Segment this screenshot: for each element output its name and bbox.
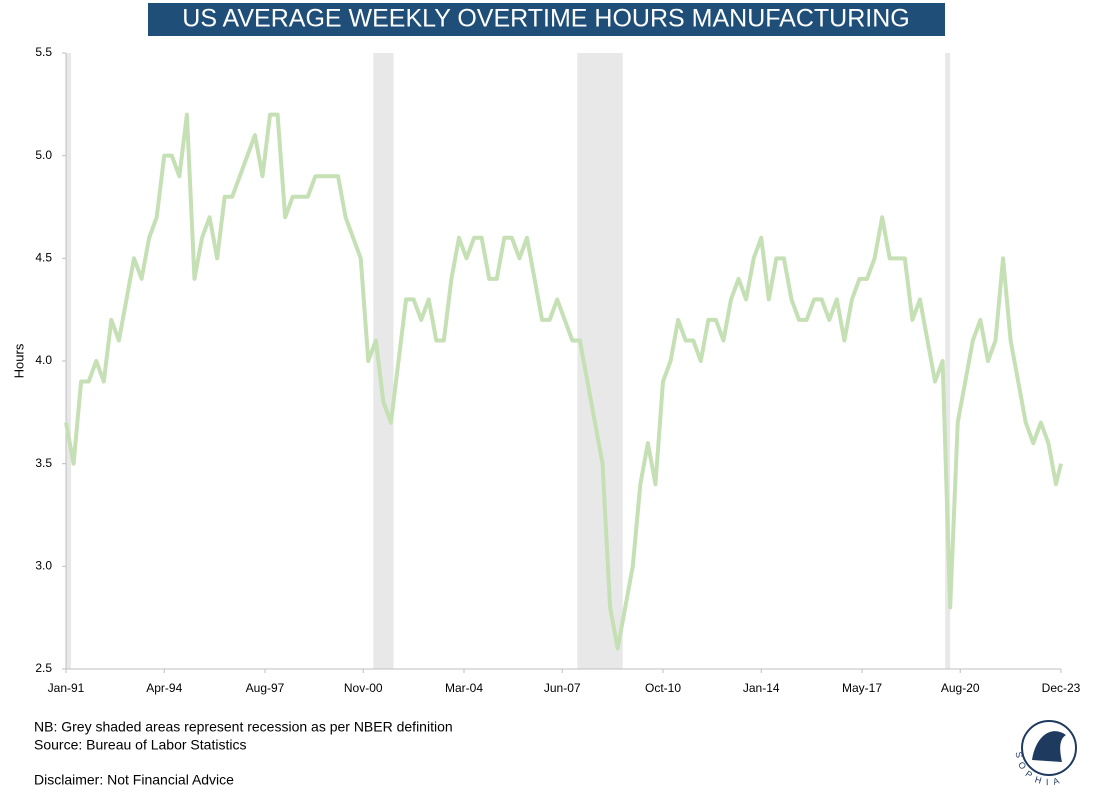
x-tick-label: May-17 (842, 681, 882, 695)
x-tick-label: Jun-07 (544, 681, 581, 695)
logo-figure (1032, 731, 1066, 762)
y-tick-label: 2.5 (35, 661, 52, 675)
disclaimer: Disclaimer: Not Financial Advice (34, 772, 234, 788)
recession-band (945, 53, 951, 669)
note: NB: Grey shaded areas represent recessio… (34, 719, 453, 735)
chart-title: US AVERAGE WEEKLY OVERTIME HOURS MANUFAC… (182, 5, 909, 33)
recession-band (373, 53, 394, 669)
y-tick-label: 4.5 (35, 251, 52, 265)
recession-band (66, 53, 72, 669)
note: Source: Bureau of Labor Statistics (34, 737, 246, 753)
x-tick-label: Apr-94 (146, 681, 182, 695)
y-tick-label: 3.0 (35, 559, 52, 573)
y-tick-label: 5.5 (35, 45, 52, 59)
x-tick-label: Jan-91 (48, 681, 85, 695)
title-background (148, 3, 945, 36)
y-axis-label: Hours (11, 343, 26, 378)
y-tick-label: 3.5 (35, 456, 52, 470)
x-tick-label: Mar-04 (445, 681, 483, 695)
x-tick-label: Dec-23 (1042, 681, 1081, 695)
x-tick-label: Nov-00 (344, 681, 383, 695)
logo: SOPHIA (1013, 720, 1077, 788)
y-tick-label: 5.0 (35, 148, 52, 162)
x-tick-label: Oct-10 (645, 681, 681, 695)
x-tick-label: Aug-20 (941, 681, 980, 695)
data-line (64, 112, 1063, 651)
logo-ring (1021, 720, 1077, 776)
y-tick-label: 4.0 (35, 353, 52, 367)
x-tick-label: Jan-14 (743, 681, 780, 695)
x-tick-label: Aug-97 (246, 681, 285, 695)
